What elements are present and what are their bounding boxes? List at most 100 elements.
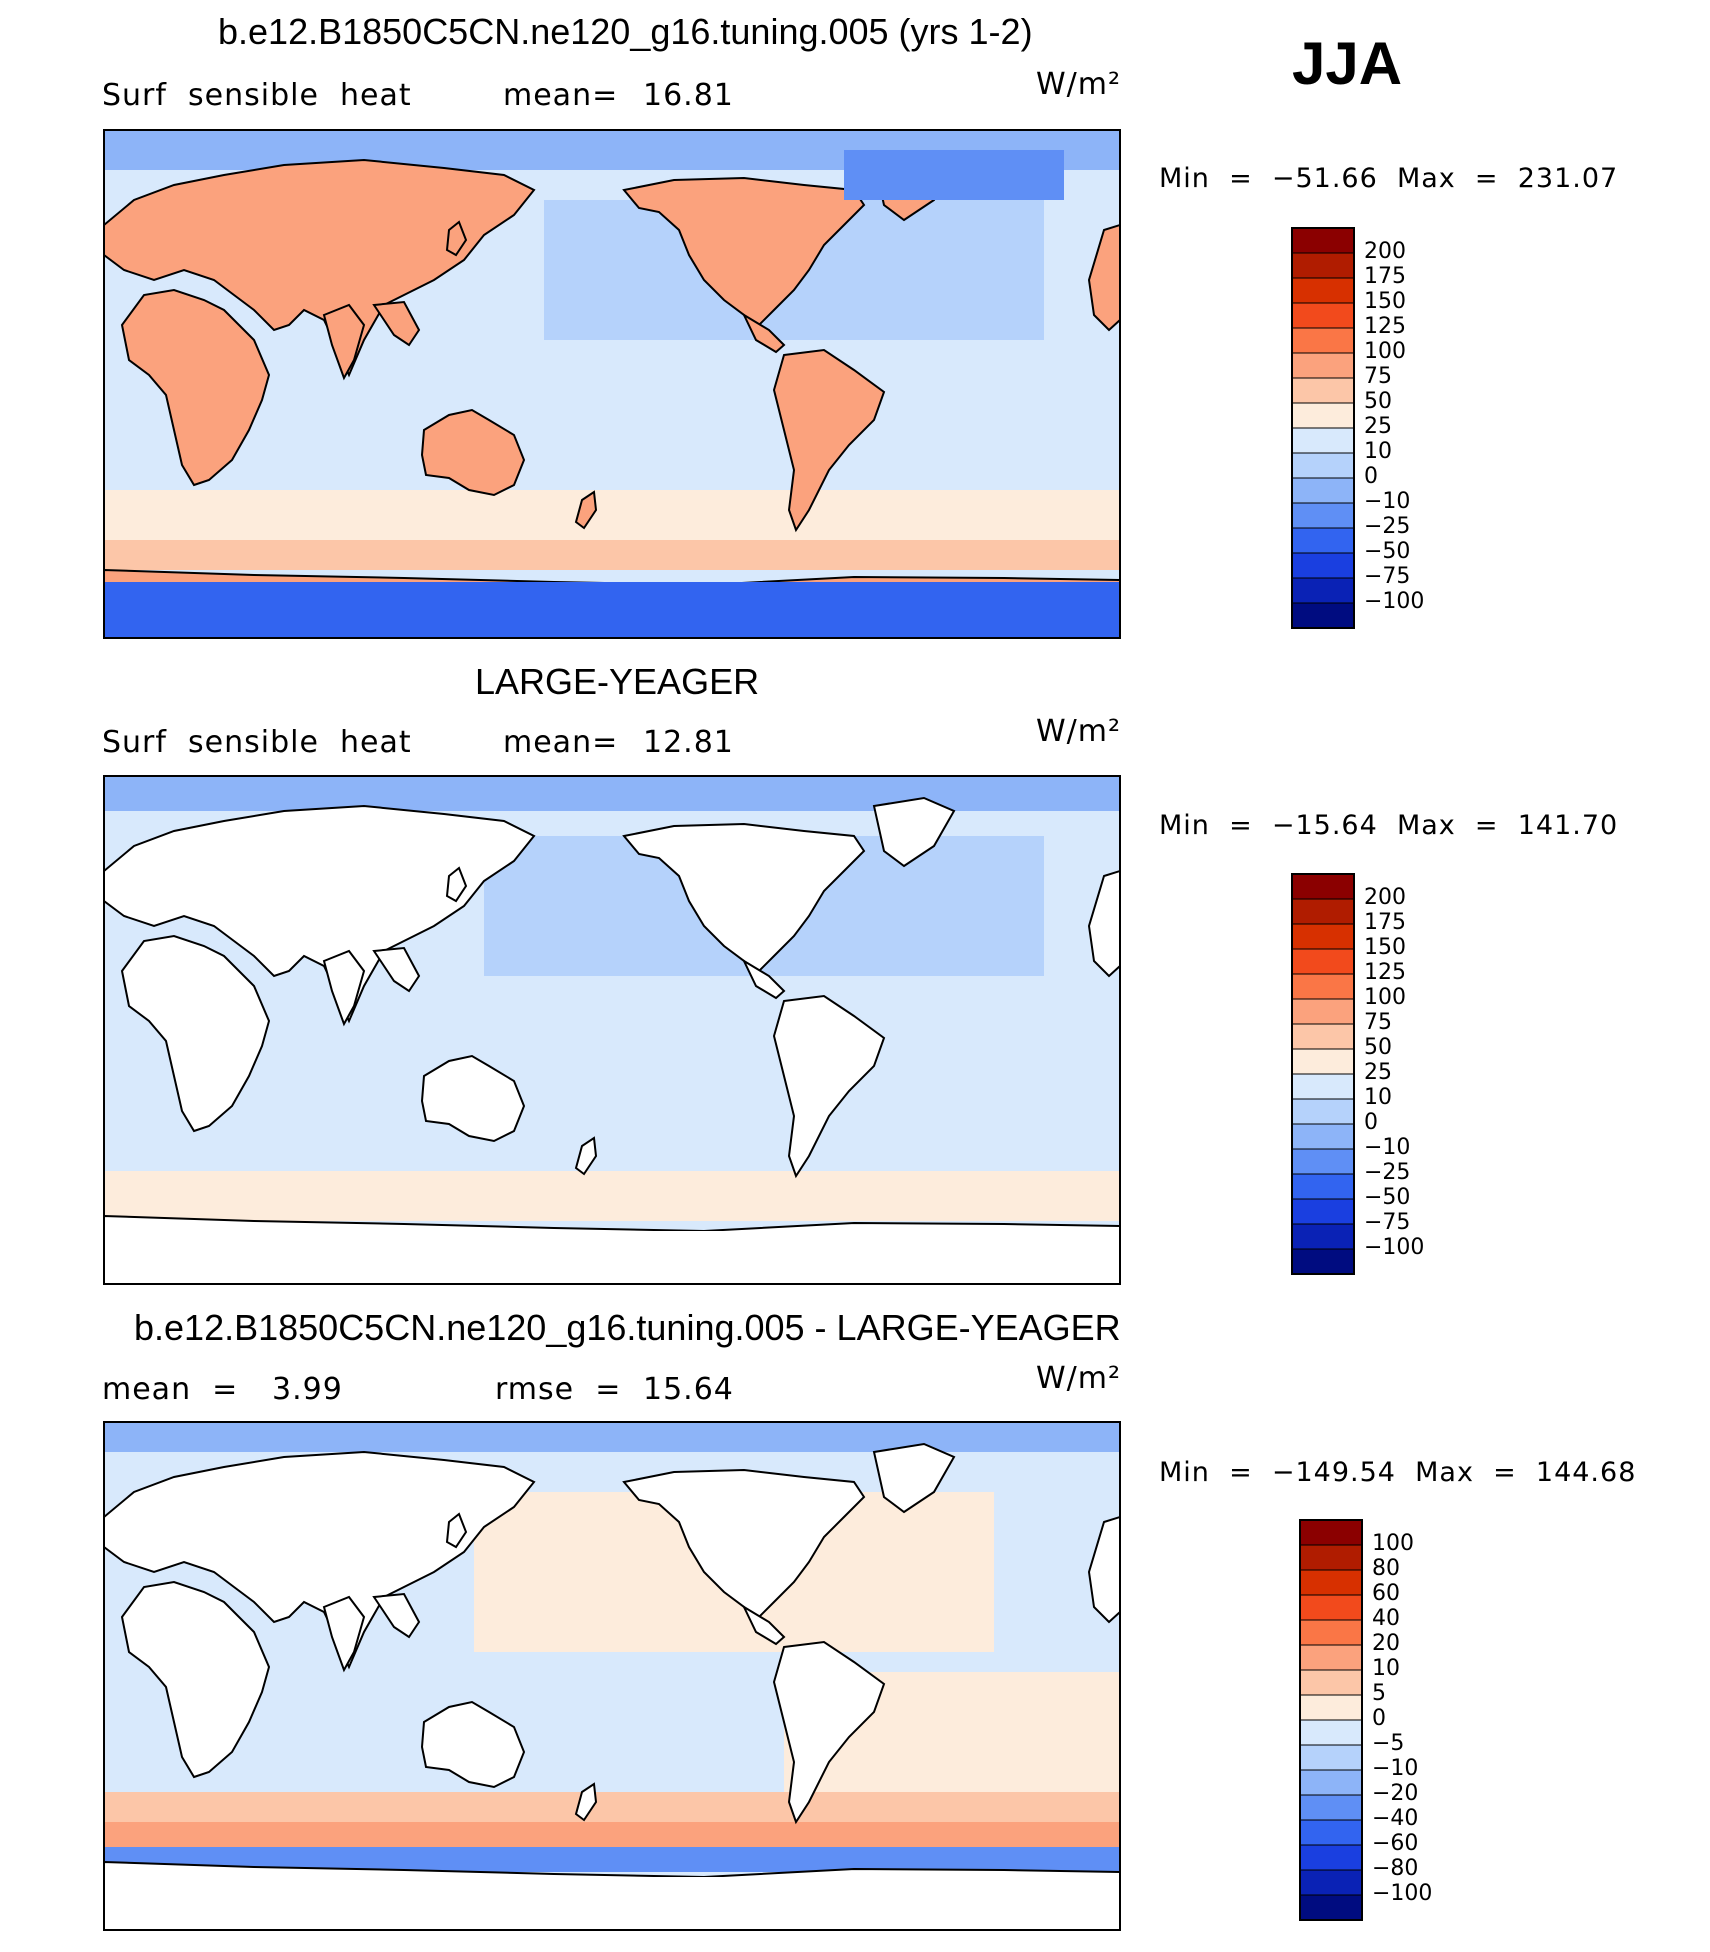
panel2-map-frame <box>103 775 1121 1285</box>
colorbar2-swatch-3 <box>1291 948 1355 975</box>
colorbar1-swatch-15 <box>1291 602 1355 629</box>
colorbar1-frame <box>1291 227 1355 629</box>
panel3-title: b.e12.B1850C5CN.ne120_g16.tuning.005 - L… <box>134 1307 1121 1348</box>
panel2-variable-label: Surf sensible heat <box>102 725 412 760</box>
colorbar3-tick-label: 40 <box>1372 1606 1400 1631</box>
panel1-map-frame <box>103 129 1121 639</box>
colorbar1-tick-label: −25 <box>1364 514 1411 539</box>
colorbar3-swatch-13 <box>1299 1844 1363 1871</box>
panel3-arctic-band <box>104 1422 1120 1452</box>
panel3-map <box>104 1422 1120 1930</box>
panel2-antarctic-field <box>104 1231 1120 1284</box>
colorbar1-tick-label: 75 <box>1364 364 1392 389</box>
panel2-southern-ocean-band <box>104 1171 1120 1221</box>
colorbar3-swatch-5 <box>1299 1644 1363 1671</box>
colorbar2-swatch-6 <box>1291 1023 1355 1050</box>
panel1-map <box>104 130 1120 638</box>
colorbar2-tick-label: −100 <box>1364 1235 1425 1260</box>
panel3-minmax: Min = −149.54 Max = 144.68 <box>1159 1457 1637 1488</box>
colorbar3-tick-label: −100 <box>1372 1881 1433 1906</box>
season-label: JJA <box>1292 30 1403 97</box>
panel3-rmse-value: 15.64 <box>643 1372 734 1407</box>
colorbar3-tick-label: −10 <box>1372 1756 1419 1781</box>
colorbar2-tick-label: −50 <box>1364 1185 1411 1210</box>
colorbar2-swatch-14 <box>1291 1223 1355 1250</box>
colorbar3-tick-label: −80 <box>1372 1856 1419 1881</box>
colorbar3-tick-label: 100 <box>1372 1531 1414 1556</box>
colorbar3-swatch-0 <box>1299 1519 1363 1546</box>
colorbar1-swatch-13 <box>1291 552 1355 579</box>
colorbar2-tick-label: −10 <box>1364 1135 1411 1160</box>
colorbar2-tick-label: 25 <box>1364 1060 1392 1085</box>
panel1-arctic-sea-ice <box>844 150 1064 200</box>
colorbar3-swatch-9 <box>1299 1744 1363 1771</box>
colorbar3-swatch-1 <box>1299 1544 1363 1571</box>
panel1-mean-label: mean= <box>503 78 619 113</box>
colorbar1-swatch-10 <box>1291 477 1355 504</box>
colorbars <box>1291 227 1363 1921</box>
colorbar3-swatch-4 <box>1299 1619 1363 1646</box>
colorbar2-swatch-8 <box>1291 1073 1355 1100</box>
colorbar1-swatch-8 <box>1291 427 1355 454</box>
colorbar1-swatch-7 <box>1291 402 1355 429</box>
colorbar2-tick-label: −25 <box>1364 1160 1411 1185</box>
colorbar1-swatch-1 <box>1291 252 1355 279</box>
colorbar1-tick-label: 0 <box>1364 464 1378 489</box>
colorbar1-swatch-2 <box>1291 277 1355 304</box>
panel2-mean-value: 12.81 <box>643 725 734 760</box>
colorbar3-swatch-8 <box>1299 1719 1363 1746</box>
panel3-antarctic-field <box>104 1877 1120 1930</box>
panel1-title: b.e12.B1850C5CN.ne120_g16.tuning.005 (yr… <box>218 11 1033 52</box>
colorbar3-tick-label: 60 <box>1372 1581 1400 1606</box>
colorbar3-swatch-11 <box>1299 1794 1363 1821</box>
panel3-southern-ocean-band-2 <box>104 1822 1120 1847</box>
colorbar2-swatch-4 <box>1291 973 1355 1000</box>
colorbar2-swatch-7 <box>1291 1048 1355 1075</box>
colorbar3-tick-label: −5 <box>1372 1731 1405 1756</box>
colorbar2-swatch-12 <box>1291 1173 1355 1200</box>
colorbar3-swatch-3 <box>1299 1594 1363 1621</box>
colorbar1-tick-label: 25 <box>1364 414 1392 439</box>
panel3-units: W/m² <box>1036 1361 1122 1396</box>
colorbar2-swatch-15 <box>1291 1248 1355 1275</box>
colorbar2-tick-label: 200 <box>1364 885 1406 910</box>
colorbar2-swatch-10 <box>1291 1123 1355 1150</box>
panel3-mean-label: mean = <box>102 1372 239 1407</box>
colorbar2-swatch-5 <box>1291 998 1355 1025</box>
colorbar1-swatch-3 <box>1291 302 1355 329</box>
panel1-southern-ocean-band-2 <box>104 540 1120 570</box>
colorbar3-swatch-10 <box>1299 1769 1363 1796</box>
colorbar2-swatch-2 <box>1291 923 1355 950</box>
colorbar2-swatch-9 <box>1291 1098 1355 1125</box>
colorbar1-tick-label: 200 <box>1364 239 1406 264</box>
colorbar3-swatch-12 <box>1299 1819 1363 1846</box>
colorbar3-tick-label: −60 <box>1372 1831 1419 1856</box>
panel1-minmax: Min = −51.66 Max = 231.07 <box>1159 163 1619 194</box>
panel1-variable-label: Surf sensible heat <box>102 78 412 113</box>
colorbar3-swatch-2 <box>1299 1569 1363 1596</box>
colorbar1-tick-label: 150 <box>1364 289 1406 314</box>
colorbar3-frame <box>1299 1519 1363 1921</box>
colorbar3-tick-label: 80 <box>1372 1556 1400 1581</box>
colorbar3-tick-label: 20 <box>1372 1631 1400 1656</box>
colorbar1-swatch-4 <box>1291 327 1355 354</box>
colorbar1-tick-label: 100 <box>1364 339 1406 364</box>
colorbar2-tick-label: −75 <box>1364 1210 1411 1235</box>
colorbar1-swatch-14 <box>1291 577 1355 604</box>
colorbar1-swatch-11 <box>1291 502 1355 529</box>
colorbar1-swatch-9 <box>1291 452 1355 479</box>
colorbar2-swatch-0 <box>1291 873 1355 900</box>
colorbar1-tick-label: −75 <box>1364 564 1411 589</box>
panel1-units: W/m² <box>1036 67 1122 102</box>
colorbar2-tick-label: 10 <box>1364 1085 1392 1110</box>
colorbar1-swatch-5 <box>1291 352 1355 379</box>
colorbar3-swatch-7 <box>1299 1694 1363 1721</box>
colorbar3-tick-label: −20 <box>1372 1781 1419 1806</box>
colorbar1-tick-label: 50 <box>1364 389 1392 414</box>
colorbar3-swatch-14 <box>1299 1869 1363 1896</box>
colorbar2-swatch-13 <box>1291 1198 1355 1225</box>
colorbar3-swatch-6 <box>1299 1669 1363 1696</box>
panel2-mean-label: mean= <box>503 725 619 760</box>
colorbar3-tick-label: −40 <box>1372 1806 1419 1831</box>
